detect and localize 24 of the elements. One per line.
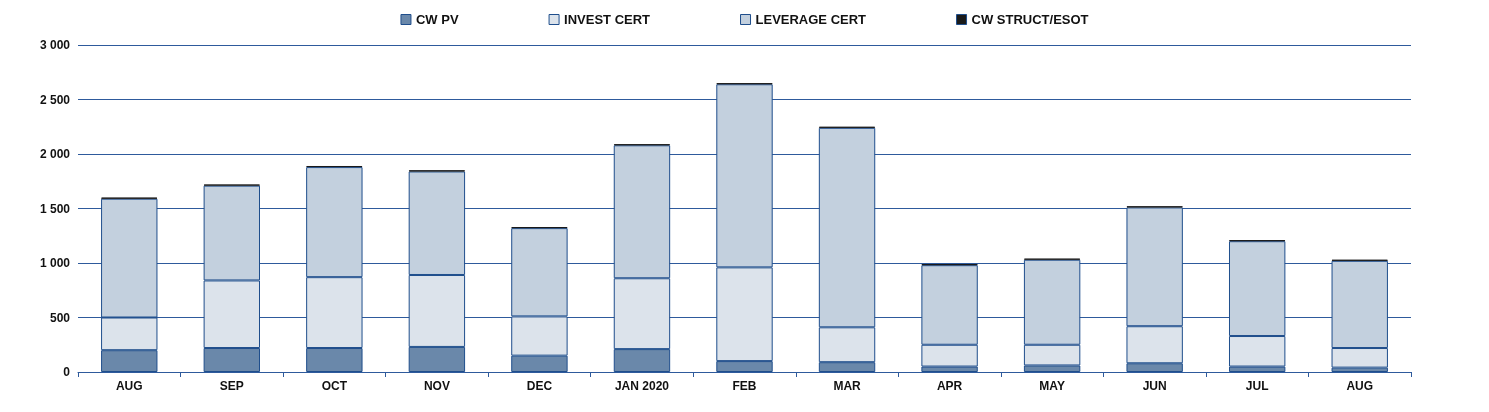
y-tick-label: 500 bbox=[49, 310, 71, 325]
x-tick-label: JUL bbox=[1245, 379, 1269, 393]
legend-label: INVEST CERT bbox=[564, 12, 651, 27]
legend-label: CW PV bbox=[415, 12, 459, 27]
x-tick-label: NOV bbox=[423, 379, 450, 393]
legend-label: LEVERAGE CERT bbox=[755, 12, 867, 27]
y-tick-label: 0 bbox=[63, 365, 71, 379]
x-tick-label: SEP bbox=[219, 379, 244, 393]
y-tick-label: 1 500 bbox=[39, 201, 71, 216]
x-tick-label: JAN 2020 bbox=[614, 379, 670, 393]
y-tick-label: 2 500 bbox=[39, 92, 71, 107]
x-tick-label: AUG bbox=[1346, 379, 1374, 393]
x-tick-label: OCT bbox=[321, 379, 348, 393]
x-tick-label: MAY bbox=[1039, 379, 1065, 393]
y-tick-label: 1 000 bbox=[39, 256, 71, 270]
x-tick-label: FEB bbox=[732, 379, 757, 393]
x-tick-label: MAR bbox=[833, 379, 862, 393]
y-tick-label: 3 000 bbox=[39, 38, 71, 52]
legend-label: CW STRUCT/ESOT bbox=[971, 12, 1089, 27]
x-tick-label: JUN bbox=[1142, 379, 1167, 393]
x-tick-label: AUG bbox=[115, 379, 143, 393]
x-tick-label: APR bbox=[936, 379, 963, 393]
y-tick-label: 2 000 bbox=[39, 147, 71, 161]
x-tick-label: DEC bbox=[526, 379, 553, 393]
